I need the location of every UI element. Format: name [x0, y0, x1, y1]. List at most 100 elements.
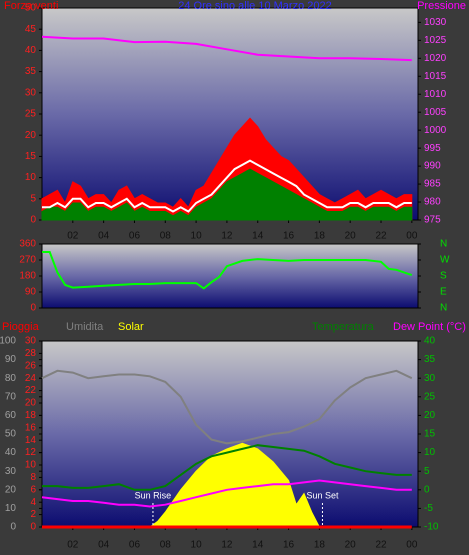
y-tick-label: 1025: [424, 35, 447, 46]
y-tick-label: 0: [424, 484, 430, 495]
x-tick-label: 08: [160, 231, 172, 242]
series-line: [41, 35, 412, 62]
y-tick-label: 1015: [424, 71, 447, 82]
y-tick-label: 28: [25, 348, 37, 359]
x-tick-label: 00: [406, 540, 418, 551]
y-tick-label: 6: [30, 484, 36, 495]
y-tick-label: 16: [25, 422, 37, 433]
x-tick-label: 14: [252, 231, 264, 242]
y-tick-label: 20: [25, 130, 37, 141]
y-tick-label: 25: [25, 109, 37, 120]
y-tick-label: 985: [424, 179, 441, 190]
y-tick-label: 60: [5, 410, 17, 421]
y-tick-label: W: [440, 255, 450, 266]
y-tick-label: E: [440, 287, 447, 298]
series-area: [41, 117, 413, 221]
y-tick-label: 26: [25, 360, 37, 371]
x-tick-label: 06: [129, 540, 141, 551]
y-tick-label: 12: [25, 447, 37, 458]
y-tick-label: 30: [424, 373, 436, 384]
x-tick-label: 12: [221, 540, 233, 551]
legend-label: Solar: [118, 321, 144, 333]
series-line: [42, 159, 412, 213]
series-line: [42, 251, 413, 290]
annotation-label: Sun Rise: [135, 490, 172, 500]
y-tick-label: 70: [5, 391, 17, 402]
y-tick-label: -10: [424, 522, 439, 533]
y-tick-label: 1000: [424, 125, 447, 136]
y-tick-label: 10: [25, 460, 37, 471]
x-tick-label: 18: [314, 540, 326, 551]
x-tick-label: 02: [67, 231, 79, 242]
y-tick-label: 1010: [424, 89, 447, 100]
x-tick-label: 18: [314, 231, 326, 242]
y-tick-label: 1030: [424, 17, 447, 28]
y-tick-label: 10: [5, 503, 17, 514]
y-tick-label: 90: [25, 287, 37, 298]
y-tick-label: 40: [424, 336, 436, 347]
y-tick-label: 20: [25, 398, 37, 409]
y-tick-label: 40: [25, 45, 37, 56]
y-tick-label: 5: [30, 193, 36, 204]
y-tick-label: 30: [25, 336, 37, 347]
x-tick-label: 00: [406, 231, 418, 242]
x-tick-label: 20: [345, 540, 357, 551]
series-area: [41, 168, 413, 221]
x-tick-label: 22: [375, 231, 387, 242]
y-tick-label: 2: [30, 509, 36, 520]
y-tick-label: 0: [30, 215, 36, 226]
annotation-label: Sun Set: [306, 490, 339, 500]
y-tick-label: 270: [19, 255, 36, 266]
y-tick-label: 990: [424, 161, 441, 172]
y-tick-label: 90: [5, 354, 17, 365]
series-line: [42, 444, 412, 491]
series-line: [41, 479, 412, 508]
series-line: [41, 369, 413, 445]
y-tick-label: 50: [5, 429, 17, 440]
y-tick-label: 15: [424, 429, 436, 440]
y-tick-label: 22: [25, 385, 37, 396]
y-tick-label: 20: [5, 484, 17, 495]
x-tick-label: 16: [283, 540, 295, 551]
y-tick-label: -5: [424, 503, 433, 514]
y-tick-label: N: [440, 239, 447, 250]
y-tick-label: 35: [424, 354, 436, 365]
y-tick-label: 995: [424, 143, 441, 154]
y-tick-label: 5: [424, 466, 430, 477]
x-tick-label: 04: [98, 540, 110, 551]
y-tick-label: 50: [25, 3, 37, 14]
legend-label: Dew Point (°C): [393, 321, 466, 333]
legend-label: Pressione: [417, 0, 466, 12]
y-tick-label: 975: [424, 215, 441, 226]
x-tick-label: 20: [345, 231, 357, 242]
y-tick-label: 14: [25, 435, 37, 446]
x-tick-label: 12: [221, 231, 233, 242]
x-tick-label: 10: [191, 540, 203, 551]
y-tick-label: 24: [25, 373, 37, 384]
x-tick-label: 08: [160, 540, 172, 551]
y-tick-label: 18: [25, 410, 37, 421]
legend-label: Temperatura: [312, 321, 375, 333]
plot-area: [41, 243, 419, 309]
y-tick-label: 10: [25, 172, 37, 183]
y-tick-label: 35: [25, 66, 37, 77]
x-tick-label: 10: [191, 231, 203, 242]
y-tick-label: 40: [5, 447, 17, 458]
y-tick-label: 4: [30, 497, 36, 508]
legend-label: Umidita: [66, 321, 104, 333]
y-tick-label: 1020: [424, 53, 447, 64]
x-tick-label: 04: [98, 231, 110, 242]
y-tick-label: 980: [424, 197, 441, 208]
legend-label: Forza venti: [4, 0, 58, 12]
y-tick-label: 360: [19, 239, 36, 250]
y-tick-label: S: [440, 271, 447, 282]
y-tick-label: 45: [25, 24, 37, 35]
x-tick-label: 16: [283, 231, 295, 242]
y-tick-label: N: [440, 303, 447, 314]
x-tick-label: 22: [375, 540, 387, 551]
y-tick-label: 0: [10, 522, 16, 533]
y-tick-label: 30: [25, 87, 37, 98]
y-tick-label: 180: [19, 271, 36, 282]
y-tick-label: 15: [25, 151, 37, 162]
